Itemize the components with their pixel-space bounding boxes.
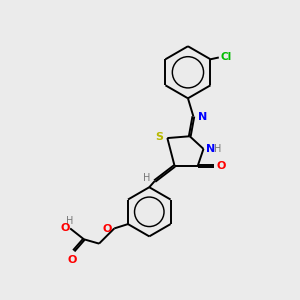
Text: H: H xyxy=(214,144,221,154)
Text: Cl: Cl xyxy=(220,52,232,62)
Text: N: N xyxy=(206,144,216,154)
Text: H: H xyxy=(143,173,150,183)
Text: S: S xyxy=(155,132,163,142)
Text: O: O xyxy=(68,255,77,265)
Text: O: O xyxy=(61,224,70,233)
Text: N: N xyxy=(198,112,208,122)
Text: O: O xyxy=(216,161,226,171)
Text: O: O xyxy=(102,224,112,234)
Text: H: H xyxy=(67,215,74,226)
